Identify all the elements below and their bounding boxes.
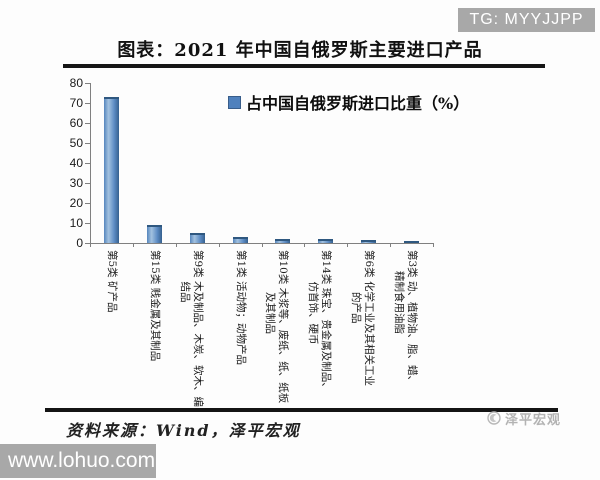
watermark-badge: www.lohuo.com [0,444,156,478]
footer-divider [45,408,558,412]
zeping-brand-text: 泽平宏观 [505,412,562,428]
y-tick-mark [85,143,90,144]
bar [103,97,119,243]
x-tick-mark [261,243,263,247]
title-underline [63,64,545,68]
y-tick-mark [85,123,90,124]
x-category-label: 第5类 矿产品 [105,250,118,313]
x-tick-mark [132,243,134,247]
x-category-label: 第6类 化学工业及其相关工业 的产品 [350,250,376,387]
x-category-label: 第15类 贱金属及其制品 [148,250,161,362]
y-tick-mark [85,223,90,224]
x-tick-mark [304,243,306,247]
bar [275,239,291,243]
x-tick-mark [347,243,349,247]
x-tick-mark [175,243,177,247]
chart-title: 图表：2021 年中国自俄罗斯主要进口产品 [117,40,483,61]
bar [361,239,377,243]
legend-label: 占中国自俄罗斯进口比重（%） [246,94,470,113]
bar [404,240,420,243]
y-tick-label: 40 [69,156,83,170]
bar [318,239,334,243]
y-tick-mark [85,183,90,184]
x-tick-mark [390,243,392,247]
source-line: 资料来源：Wind，泽平宏观 [66,421,301,440]
y-tick-label: 10 [69,216,83,230]
y-tick-mark [85,163,90,164]
x-category-label: 第9类 木及制品、木炭、软木、编 结品 [178,250,204,408]
y-tick-label: 50 [69,136,83,150]
x-tick-mark [90,243,91,247]
y-tick-mark [85,83,90,84]
bar [146,225,162,243]
bar [232,237,248,243]
x-tick-mark [433,243,434,247]
y-tick-label: 20 [69,196,83,210]
y-tick-label: 30 [69,176,83,190]
y-tick-label: 60 [69,116,83,130]
tg-badge: TG: MYYJJPP [458,8,595,32]
y-tick-label: 0 [76,236,83,250]
zeping-brand: 泽平宏观 [487,410,562,428]
zeping-logo-icon [487,411,501,425]
x-category-label: 第3类 动、植物油、脂、蜡、 精制食用油脂 [393,250,419,387]
chart-legend: 占中国自俄罗斯进口比重（%） [228,92,470,113]
y-tick-mark [85,103,90,104]
x-category-label: 第1类 活动物；动物产品 [234,250,247,366]
x-category-label: 第10类 木浆等、废纸、纸、纸板 及其制品 [264,250,290,404]
x-tick-mark [218,243,220,247]
y-tick-mark [85,243,90,244]
legend-swatch-icon [228,95,241,109]
y-tick-label: 70 [69,96,83,110]
bar [189,233,205,243]
y-axis-line [90,83,91,243]
y-tick-mark [85,203,90,204]
y-tick-label: 80 [69,76,83,90]
x-category-label: 第14类 珠宝、贵金属及制品、 仿首饰、硬币 [307,250,333,393]
